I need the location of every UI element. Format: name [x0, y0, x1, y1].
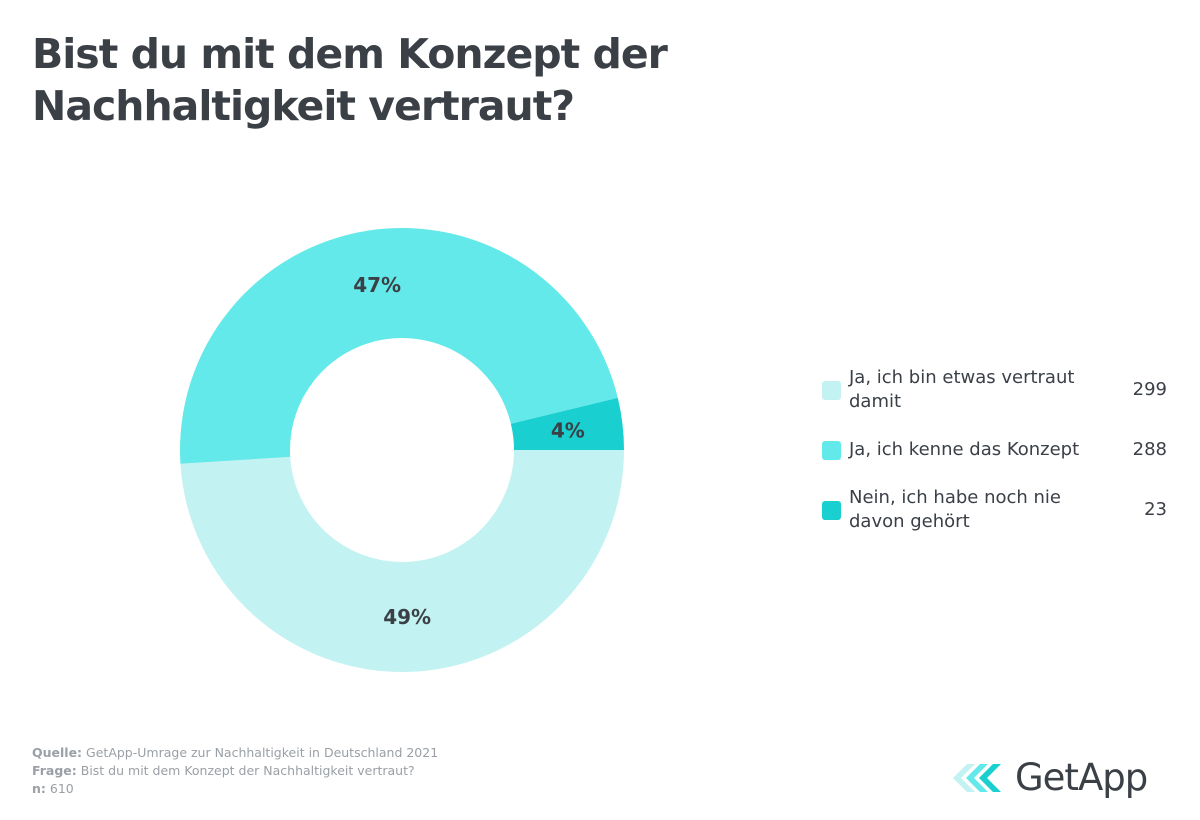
n-label: n: — [32, 781, 46, 796]
data-label: 47% — [353, 273, 401, 297]
legend-value: 23 — [1144, 499, 1167, 520]
question-line: Frage: Bist du mit dem Konzept der Nachh… — [32, 762, 438, 780]
legend-swatch — [822, 380, 841, 400]
legend: Ja, ich bin etwas vertraut damit 299 Ja,… — [822, 366, 1167, 534]
source-label: Quelle: — [32, 745, 83, 760]
legend-item: Ja, ich kenne das Konzept 288 — [822, 438, 1167, 462]
legend-value: 288 — [1132, 439, 1167, 460]
data-label: 49% — [383, 605, 431, 629]
slice-nie-gehoert — [510, 397, 624, 450]
question-text: Bist du mit dem Konzept der Nachhaltigke… — [80, 763, 415, 778]
donut-slices — [180, 228, 624, 673]
legend-item: Ja, ich bin etwas vertraut damit 299 — [822, 366, 1167, 414]
source-text: GetApp-Umrage zur Nachhaltigkeit in Deut… — [86, 745, 439, 760]
getapp-logo: GetApp — [953, 756, 1148, 799]
slice-kenne-konzept — [180, 228, 618, 464]
legend-label: Ja, ich kenne das Konzept — [849, 439, 1080, 460]
legend-value: 299 — [1132, 379, 1167, 400]
data-label: 4% — [551, 418, 585, 442]
question-label: Frage: — [32, 763, 77, 778]
logo-text: GetApp — [1015, 756, 1148, 799]
source-line: Quelle: GetApp-Umrage zur Nachhaltigkeit… — [32, 744, 438, 762]
n-value: 610 — [49, 781, 74, 796]
legend-label: Ja, ich bin etwas vertraut damit — [849, 367, 1075, 412]
chart-title: Bist du mit dem Konzept der Nachhaltigke… — [32, 30, 668, 130]
sample-size-line: n: 610 — [32, 780, 438, 798]
getapp-chevrons-icon — [953, 763, 1001, 792]
donut-labels: 49% 47% 4% — [353, 273, 585, 629]
legend-swatch — [822, 500, 841, 520]
legend-item: Nein, ich habe noch nie davon gehört 23 — [822, 486, 1167, 534]
slice-vertraut — [180, 450, 624, 673]
source-footer: Quelle: GetApp-Umrage zur Nachhaltigkeit… — [32, 744, 438, 798]
legend-label: Nein, ich habe noch nie davon gehört — [849, 487, 1062, 532]
legend-swatch — [822, 440, 841, 460]
